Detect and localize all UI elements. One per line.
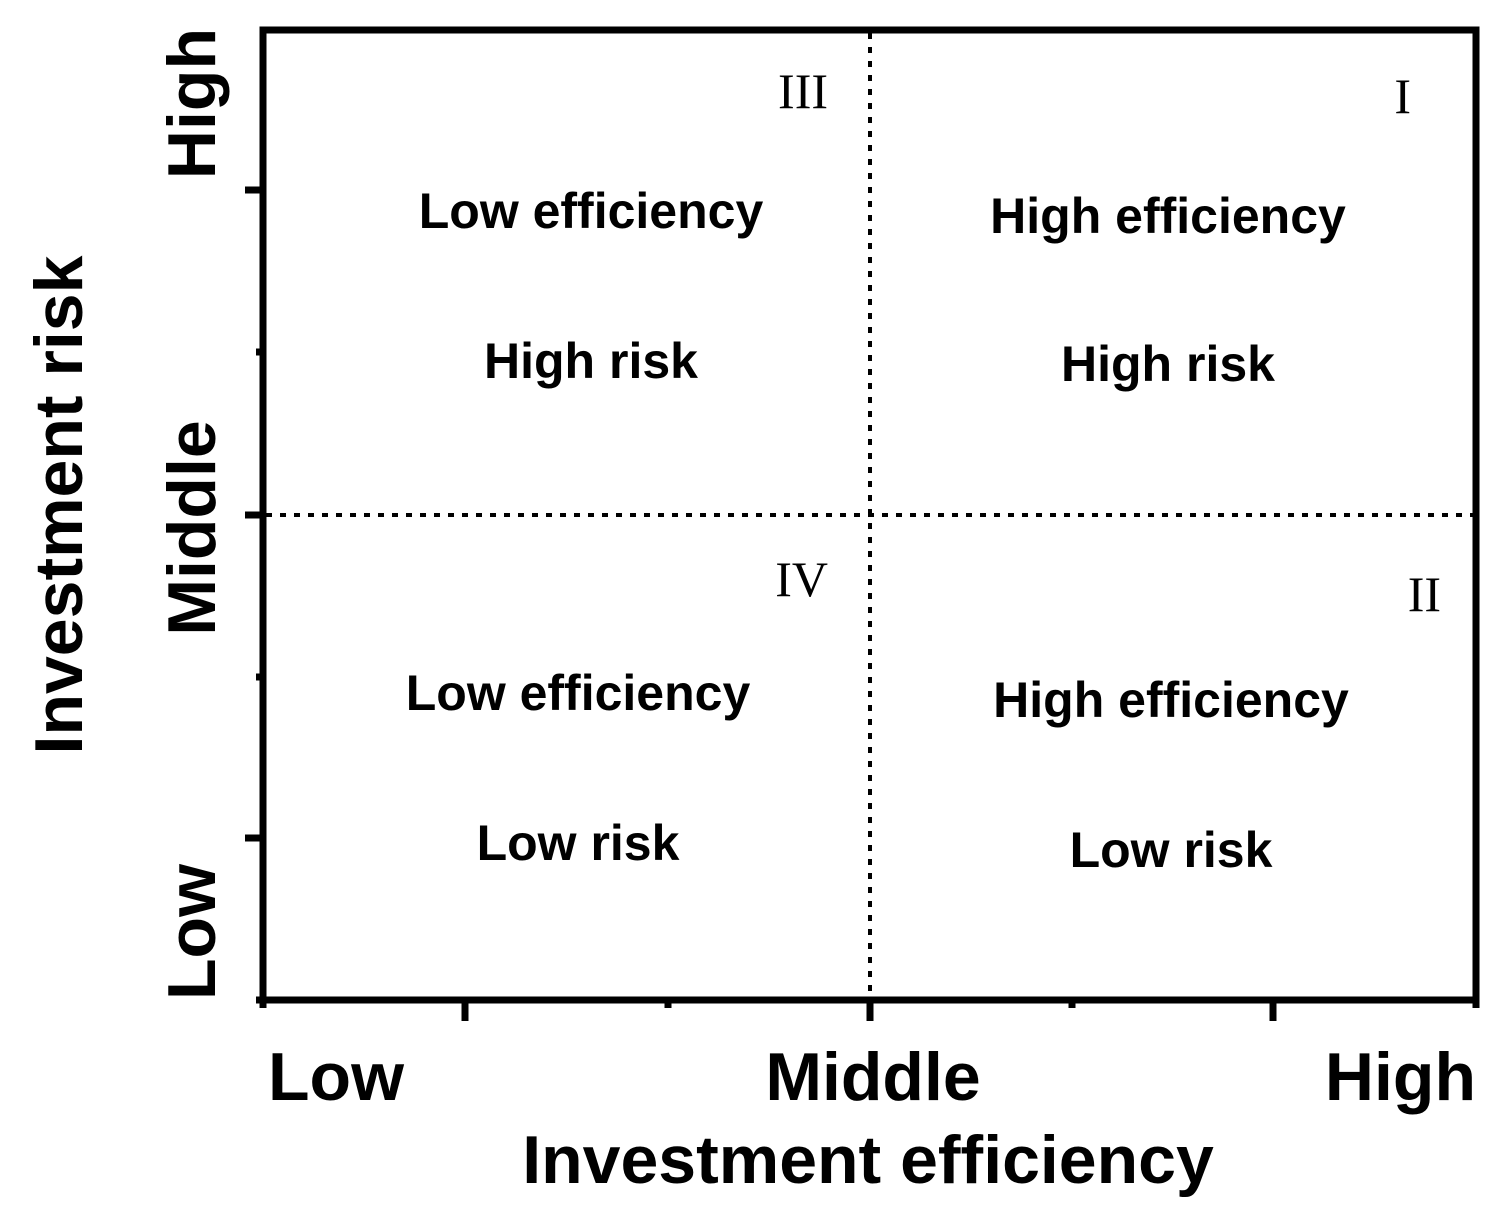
x-axis-title: Investment efficiency	[522, 1122, 1214, 1198]
quadrant-numeral-i: I	[1394, 68, 1411, 124]
quadrant-iii-risk: High risk	[484, 333, 698, 389]
quadrant-numeral-ii: II	[1408, 566, 1441, 622]
quadrant-iv-efficiency: Low efficiency	[406, 665, 751, 721]
x-tick-label-high: High	[1325, 1039, 1476, 1115]
quadrant-i-risk: High risk	[1061, 336, 1275, 392]
quadrant-numeral-iv: IV	[775, 551, 828, 607]
quadrant-iii-efficiency: Low efficiency	[419, 183, 764, 239]
quadrant-iv-risk: Low risk	[477, 815, 680, 871]
quadrant-ii-efficiency: High efficiency	[993, 672, 1349, 728]
y-tick-label-middle: Middle	[154, 420, 230, 635]
quadrant-i-efficiency: High efficiency	[990, 188, 1346, 244]
y-tick-label-low: Low	[154, 863, 230, 1000]
quadrant-ii-risk: Low risk	[1070, 822, 1273, 878]
quadrant-numeral-iii: III	[778, 63, 828, 119]
y-axis-title: Investment risk	[21, 255, 97, 754]
x-tick-label-middle: Middle	[765, 1039, 980, 1115]
y-tick-label-high: High	[154, 28, 230, 179]
x-tick-label-low: Low	[268, 1039, 405, 1115]
